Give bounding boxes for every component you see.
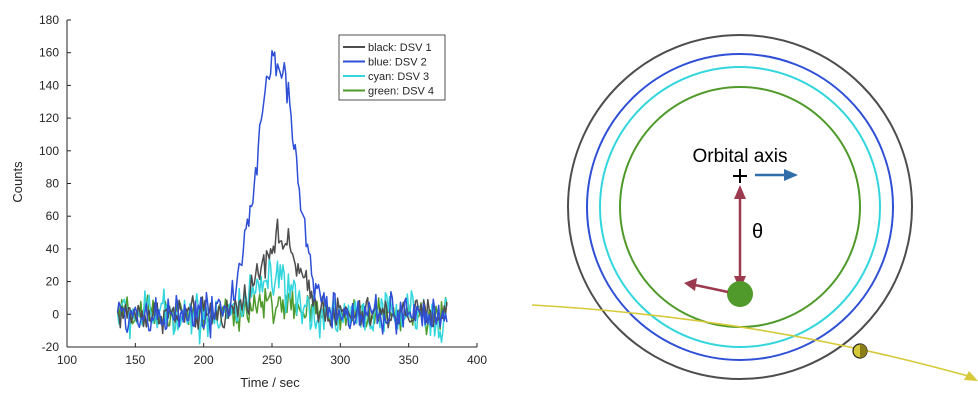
angle-label: θ [752, 221, 763, 243]
legend: black: DSV 1 blue: DSV 2 cyan: DSV 3 green:… [338, 34, 446, 101]
series-lines [116, 49, 448, 345]
moving-body [852, 343, 868, 359]
y-tick-label: 20 [46, 275, 60, 289]
ring-dsv3 [599, 66, 881, 348]
y-axis-label: Counts [10, 161, 25, 203]
axis-direction-arrow [755, 169, 798, 181]
legend-label: black: DSV 1 [368, 42, 432, 54]
ring-dsv2 [586, 53, 894, 361]
orbital-axis-label: Orbital axis [692, 146, 787, 167]
series-line-1 [116, 218, 448, 335]
y-ticks: -20 0 20 40 60 80 100 120 140 160 180 [39, 13, 71, 354]
y-tick-label: 120 [39, 111, 59, 125]
x-tick-label: 350 [399, 353, 419, 367]
y-tick-label: 160 [39, 46, 59, 60]
orbit-diagram: Orbital axis θ [531, 34, 978, 381]
x-tick-label: 100 [57, 353, 77, 367]
y-tick-label: 100 [39, 144, 59, 158]
y-tick-label: 0 [52, 307, 59, 321]
counts-chart: 100 150 200 250 300 350 400 -20 0 20 40 60 80 100 120… [10, 13, 487, 390]
trajectory-line [531, 304, 969, 377]
ring-dsv1 [567, 34, 913, 380]
y-tick-label: 80 [46, 177, 60, 191]
x-axis-label: Time / sec [240, 375, 300, 390]
green-body [727, 281, 753, 307]
orbital-axis-marker [733, 169, 747, 183]
legend-label: blue: DSV 2 [368, 57, 427, 69]
x-ticks: 100 150 200 250 300 350 400 [57, 343, 487, 367]
x-tick-label: 400 [467, 353, 487, 367]
y-tick-label: 140 [39, 78, 59, 92]
x-tick-label: 150 [125, 353, 145, 367]
legend-label: cyan: DSV 3 [368, 71, 429, 83]
trajectory-arrowhead [964, 371, 978, 381]
y-tick-label: 60 [46, 209, 60, 223]
radius-arrow [734, 185, 746, 290]
series-line-3 [116, 257, 448, 345]
x-tick-label: 300 [330, 353, 350, 367]
legend-box [338, 34, 446, 101]
x-tick-label: 250 [262, 353, 282, 367]
legend-label: green: DSV 4 [368, 86, 434, 98]
y-tick-label: -20 [42, 340, 60, 354]
y-tick-label: 180 [39, 13, 59, 27]
legend-items: black: DSV 1 blue: DSV 2 cyan: DSV 3 green:… [343, 42, 434, 98]
y-tick-label: 40 [46, 242, 60, 256]
x-tick-label: 200 [194, 353, 214, 367]
series-line-2 [116, 49, 448, 339]
velocity-arrow [684, 278, 729, 294]
